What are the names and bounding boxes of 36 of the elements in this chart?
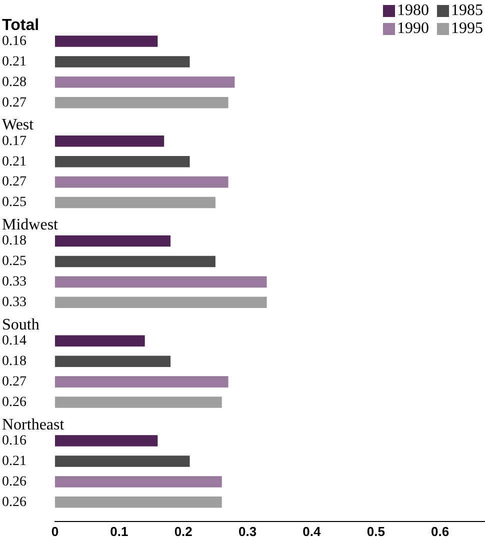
data-label: 0.18	[2, 234, 26, 249]
data-label: 0.26	[2, 394, 26, 410]
data-label: 0.27	[2, 95, 26, 110]
data-label: 0.26	[2, 494, 26, 510]
x-tick-label: 0.3	[238, 524, 257, 539]
x-tick-label: 0.4	[302, 524, 322, 539]
data-label: 0.16	[2, 433, 26, 448]
data-label: 0.21	[2, 54, 26, 70]
y-tick-label: South	[2, 316, 40, 334]
data-label: 0.33	[2, 295, 26, 310]
data-label: 0.21	[2, 154, 26, 170]
x-tick-label: 0.6	[431, 524, 450, 539]
legend-label: 1990	[397, 20, 429, 38]
data-label: 0.25	[2, 195, 26, 210]
data-label: 0.26	[2, 474, 26, 490]
data-label: 0.21	[2, 454, 26, 469]
y-tick-label: Total	[2, 17, 40, 34]
x-tick-label: 0	[51, 524, 59, 539]
legend-label: 1985	[451, 2, 483, 20]
legend-label: 1995	[451, 20, 483, 38]
x-tick-label: 0.1	[110, 524, 128, 539]
data-label: 0.25	[2, 254, 26, 270]
data-label: 0.27	[2, 174, 26, 190]
y-tick-label: West	[2, 116, 34, 134]
data-label: 0.28	[2, 74, 26, 90]
data-label: 0.27	[2, 374, 26, 390]
x-tick-label: 0.2	[174, 524, 192, 539]
data-label: 0.17	[2, 134, 26, 149]
data-label: 0.16	[2, 34, 26, 49]
x-tick-label: 0.5	[366, 524, 385, 539]
data-label: 0.14	[2, 334, 26, 349]
data-label: 0.18	[2, 354, 26, 370]
y-tick-label: Midwest	[2, 216, 59, 234]
legend-label: 1980	[397, 2, 429, 20]
y-tick-label: Northeast	[2, 416, 65, 434]
data-label: 0.33	[2, 274, 26, 290]
